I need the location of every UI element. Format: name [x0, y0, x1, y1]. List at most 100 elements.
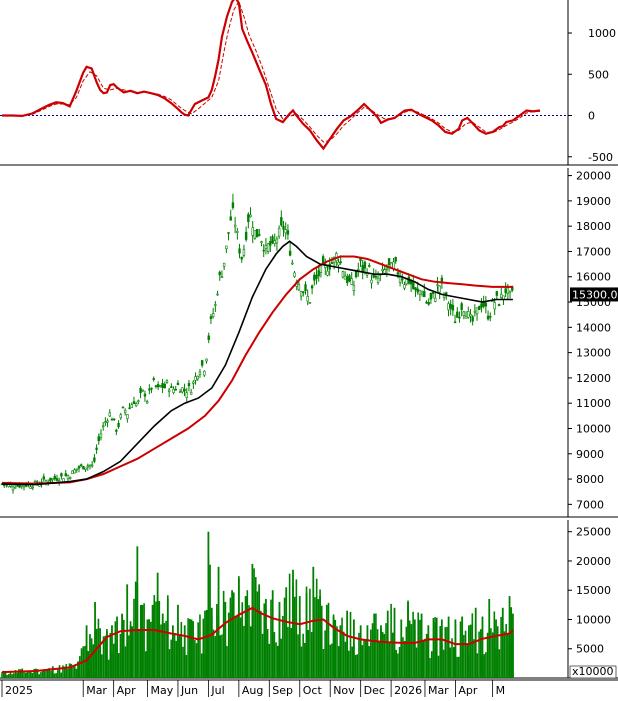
volume-bar-peak [34, 668, 37, 678]
volume-bar [226, 646, 228, 678]
candle-body [453, 321, 457, 324]
volume-bar-peak [454, 619, 457, 678]
volume-bar [178, 634, 181, 678]
volume-bar-peak [141, 604, 144, 678]
candle-body [203, 370, 206, 376]
volume-bar [402, 637, 404, 678]
candle-body [233, 224, 237, 228]
volume-bar [170, 639, 172, 678]
candle-body [101, 425, 105, 428]
x-tick-label: Mar [86, 684, 107, 697]
volume-bar [295, 579, 298, 678]
candle-body [354, 270, 358, 278]
volume-bar [439, 625, 441, 678]
candle-body [99, 433, 103, 438]
candle-body [16, 485, 19, 487]
volume-bar [26, 671, 29, 678]
candle-body [297, 284, 301, 291]
candle-body [159, 385, 162, 388]
volume-bar-peak [501, 607, 504, 678]
candle-body [304, 284, 307, 292]
candle-body [154, 385, 158, 387]
volume-bar [112, 643, 115, 678]
volume-bar [486, 632, 489, 678]
x-tick-label: Mar [428, 684, 449, 697]
volume-bar [70, 663, 73, 678]
candle-body [189, 392, 193, 395]
candle-body [396, 272, 400, 275]
candle-body [240, 256, 243, 260]
candle-body [231, 202, 235, 208]
volume-bar [451, 638, 453, 678]
volume-bar [263, 603, 266, 678]
candle-body [423, 291, 426, 298]
volume-bar [307, 629, 310, 678]
y-tick-label: 17000 [576, 245, 611, 258]
candle-body [500, 293, 503, 298]
volume-bar [253, 568, 255, 678]
volume-bar [143, 603, 145, 678]
y-tick-label: 10000 [576, 613, 611, 626]
volume-bar [62, 665, 64, 678]
candle-body [376, 277, 380, 283]
volume-bar-peak [400, 619, 403, 678]
volume-bar [138, 630, 140, 678]
volume-bar [109, 632, 112, 678]
volume-bar [503, 631, 506, 678]
candle-body [271, 236, 274, 243]
volume-bar [405, 626, 408, 678]
y-tick-label: 20000 [576, 170, 611, 183]
volume-bar [435, 617, 438, 678]
candle-body [148, 388, 151, 391]
volume-bar [28, 671, 30, 678]
volume-bar [392, 632, 394, 678]
candle-body [145, 401, 149, 404]
candle-body [484, 302, 488, 307]
volume-bar-peak [146, 619, 149, 678]
candle-body [462, 311, 466, 316]
y-tick-label: 13000 [576, 347, 611, 360]
candle-body [31, 486, 34, 489]
volume-bar [31, 672, 34, 678]
volume-bar [398, 646, 401, 678]
candle-body [183, 388, 186, 392]
volume-bar [422, 639, 425, 678]
y-tick-label: 15000 [576, 584, 611, 597]
volume-bar-peak [177, 604, 179, 678]
volume-bar-peak [111, 625, 113, 678]
y-tick-label: 7000 [576, 498, 604, 511]
volume-bar [65, 664, 68, 678]
y-tick-label: 0 [588, 110, 595, 123]
candle-body [429, 292, 433, 300]
volume-bar [102, 636, 105, 678]
candle-body [137, 400, 140, 403]
volume-bar-peak [420, 613, 423, 678]
candle-body [172, 388, 175, 393]
candle-body [106, 420, 109, 423]
volume-bar-peak [105, 631, 108, 678]
volume-bar-peak [156, 572, 159, 678]
candle-body [244, 231, 248, 240]
volume-bar [452, 647, 455, 678]
volume-bar [371, 623, 374, 678]
volume-bar [288, 573, 291, 678]
candle-body [185, 392, 188, 399]
candle-body [416, 288, 419, 293]
volume-bar-peak [77, 661, 80, 678]
x-tick-label: Oct [303, 684, 323, 697]
volume-bar [287, 626, 289, 678]
candle-body [447, 303, 450, 311]
volume-bar [363, 639, 365, 678]
candle-body [464, 315, 468, 319]
volume-bar [417, 612, 419, 678]
candle-body [93, 457, 96, 462]
candle-body [143, 393, 147, 397]
volume-bar [160, 624, 162, 678]
volume-bar [48, 667, 51, 678]
candle-body [275, 238, 279, 244]
volume-bar-peak [190, 619, 193, 678]
candle-body [341, 271, 345, 278]
volume-bar [131, 626, 134, 678]
volume-unit-label: x10000 [572, 665, 614, 678]
